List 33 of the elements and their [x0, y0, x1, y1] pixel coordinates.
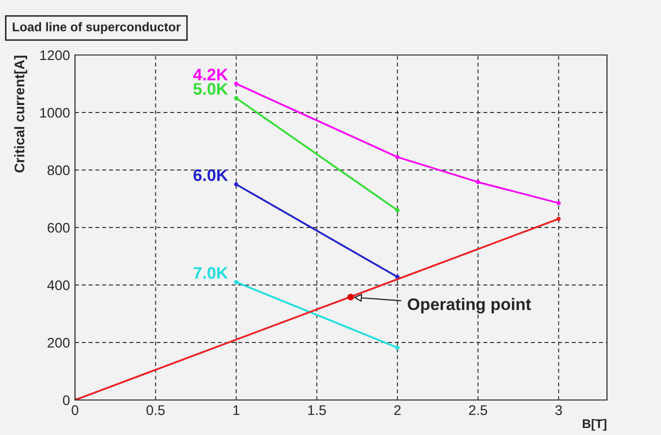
x-tick-label: 3 [555, 405, 562, 416]
series-label: 4.2K [193, 68, 228, 80]
y-tick-label: 200 [48, 338, 70, 348]
point [395, 208, 400, 212]
point [234, 280, 238, 284]
point [347, 294, 354, 300]
point [556, 200, 561, 206]
point [395, 154, 400, 160]
series-label: 5.0K [193, 83, 228, 95]
y-tick-label: 1000 [40, 108, 70, 118]
x-tick-label: 0.5 [146, 405, 165, 416]
point [395, 346, 400, 350]
x-tick-label: 2 [394, 405, 401, 415]
chart-title: Load line of superconductor [12, 22, 181, 34]
point [234, 82, 238, 86]
x-tick-label: 1.5 [308, 405, 326, 416]
y-tick-label: 400 [47, 280, 70, 290]
series-label: 6.0K [194, 169, 228, 182]
y-tick-label: 600 [48, 222, 70, 233]
point [556, 216, 561, 221]
x-tick-label: 0 [72, 405, 78, 416]
y-axis-title: Critical current[A] [14, 56, 28, 172]
y-tick-label: 800 [48, 165, 70, 176]
point [234, 182, 238, 186]
x-tick-label: 1 [233, 405, 240, 415]
y-tick-label: 0 [62, 395, 70, 406]
point [234, 96, 238, 100]
x-axis-title: B[T] [582, 418, 606, 431]
series-label: 7.0K [194, 267, 228, 279]
point [476, 180, 480, 184]
x-tick-label: 2.5 [469, 405, 488, 416]
annotation: Operating point [408, 298, 531, 314]
y-tick-label: 1200 [40, 50, 70, 60]
